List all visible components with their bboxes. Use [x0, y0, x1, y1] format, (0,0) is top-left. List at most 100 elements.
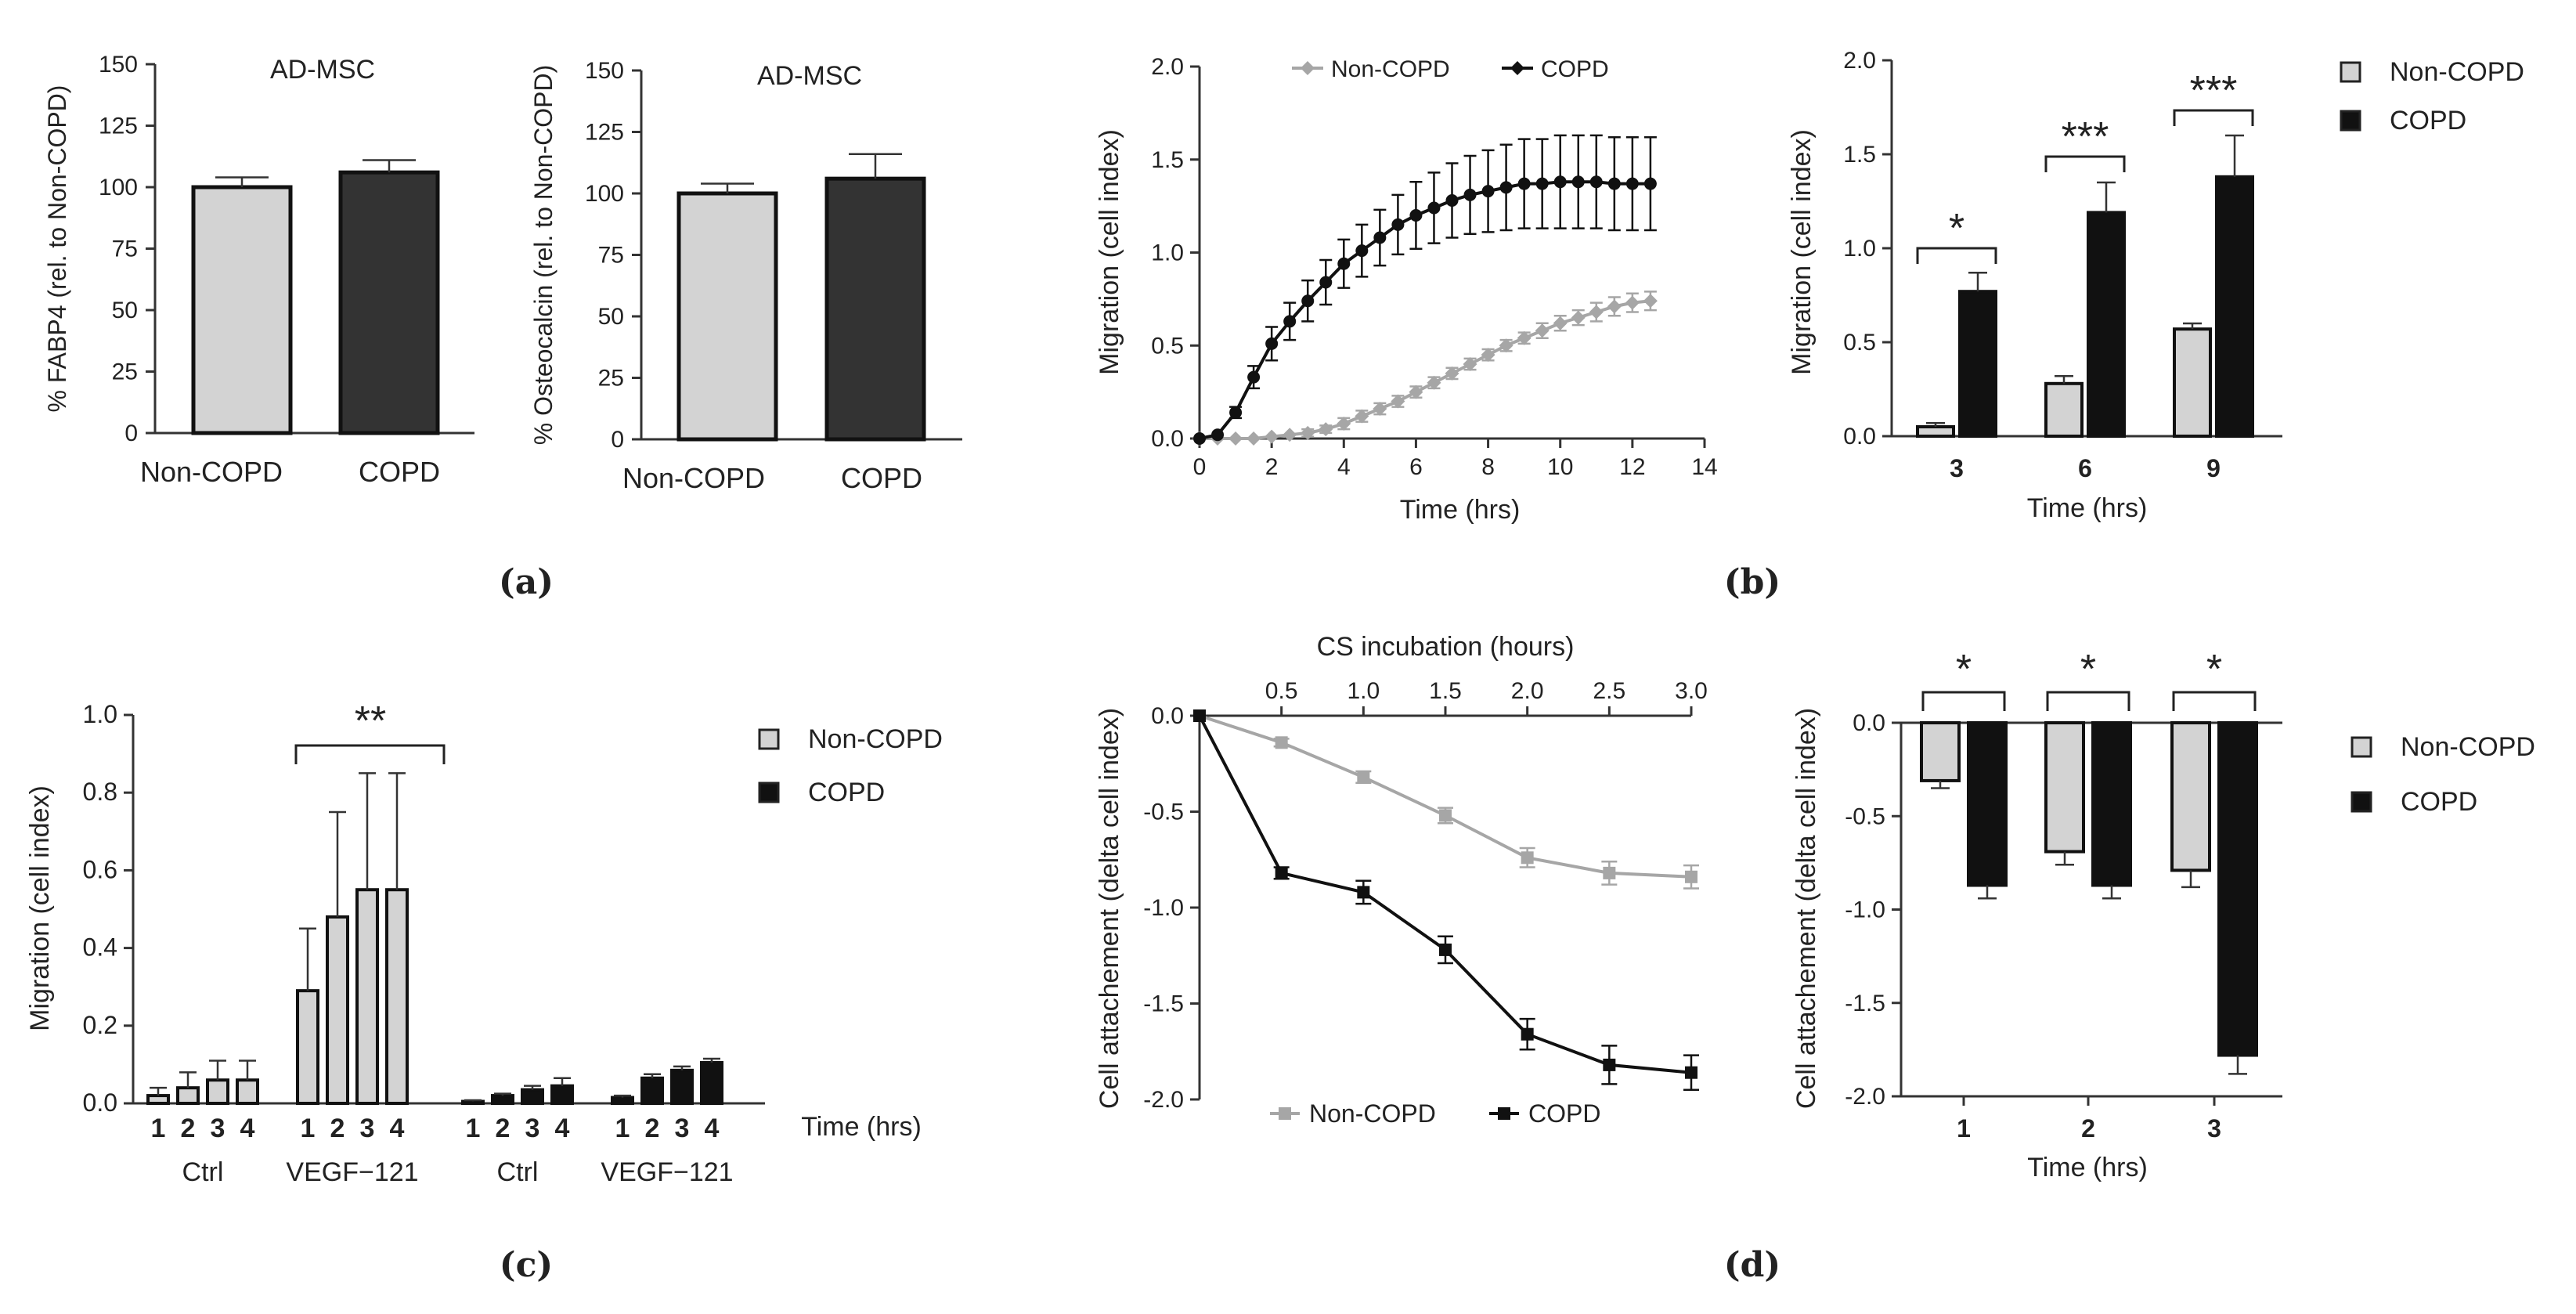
- migration-bars-legend-0-label: Non-COPD: [2390, 57, 2524, 87]
- osteocalcin-bar: [676, 191, 778, 442]
- osteocalcin-y-tick-label: 25: [598, 366, 624, 392]
- cs-attachment-curve-y-tick-label: 0.0: [1151, 703, 1184, 729]
- vegf-migration-bar: [176, 1086, 200, 1106]
- migration-curve-x-tick-label: 8: [1481, 454, 1495, 480]
- cs-attachment-curve-y-label: Cell attachement (delta cell index): [1095, 708, 1124, 1109]
- cs-attachment-curve-legend-marker-0: [1279, 1107, 1291, 1120]
- vegf-migration-significance-bracket: [294, 744, 446, 764]
- vegf-migration-y-tick-label: 0.8: [83, 778, 117, 806]
- cs-attachment-bars-x-tick-label: 2: [2081, 1114, 2095, 1143]
- vegf-migration-group-label: VEGF−121: [286, 1157, 418, 1187]
- chart-fabp4: 0 25 50 75 100 125 150 % FABP4 (rel. to Non-COP…: [43, 52, 474, 488]
- cs-attachment-curve-x-tick-label: 1.0: [1347, 678, 1380, 704]
- chart-vegf-migration: 0.0 0.2 0.4 0.6 0.8 1.0 Migration (cell index)…: [25, 699, 943, 1187]
- migration-bars-bar: [2087, 211, 2126, 438]
- cs-attachment-curve-legend-marker-1: [1498, 1107, 1510, 1120]
- vegf-migration-bar-label: 3: [675, 1114, 690, 1143]
- migration-curve-x-tick-label: 2: [1265, 454, 1279, 480]
- migration-curve-point: [1193, 432, 1206, 445]
- migration-curve-point: [1319, 276, 1333, 289]
- cs-attachment-bars-bar: [2170, 721, 2211, 872]
- fabp4-y-tick-label: 0: [124, 421, 138, 446]
- osteocalcin-y-tick-label: 150: [585, 58, 624, 84]
- fabp4-title: AD-MSC: [270, 55, 375, 85]
- migration-curve-legend-label-0: Non-COPD: [1331, 56, 1450, 82]
- migration-bars-legend-0-swatch: [2340, 61, 2361, 83]
- chart-cs-attachment-curve: 0.0 -0.5 -1.0 -1.5 -2.0 0.5 1.0 1.5 2.0 2.5 3.0 CS …: [1095, 632, 1708, 1128]
- cs-attachment-curve-y-tick-label: -2.0: [1143, 1087, 1184, 1113]
- migration-curve-point: [1301, 425, 1315, 440]
- vegf-migration-bar-label: 2: [330, 1114, 345, 1143]
- cs-attachment-bars-significance-label: *: [1956, 647, 1972, 692]
- migration-curve-x-tick-label: 14: [1691, 454, 1717, 480]
- vegf-migration-bar: [700, 1060, 723, 1106]
- migration-bars-significance-label: *: [1949, 206, 1964, 251]
- fabp4-y-tick-label: 50: [112, 298, 138, 323]
- migration-curve-legend-marker-1: [1510, 61, 1524, 75]
- vegf-migration-x-label: Time (hrs): [801, 1112, 922, 1142]
- cs-attachment-curve-legend-label-0: Non-COPD: [1309, 1099, 1436, 1128]
- cs-attachment-bars-legend-1-swatch: [2351, 791, 2372, 813]
- migration-curve-point: [1571, 175, 1585, 189]
- migration-bars-significance-bracket: [2044, 155, 2126, 172]
- vegf-migration-group-label: Ctrl: [497, 1157, 539, 1187]
- panel-label-a: (a): [499, 562, 554, 602]
- vegf-migration-bar: [491, 1094, 514, 1105]
- osteocalcin-x-tick-label: COPD: [841, 462, 922, 494]
- cs-attachment-bars-significance-bracket: [2172, 691, 2257, 711]
- cs-attachment-curve-x-tick-label: 2.5: [1593, 678, 1625, 704]
- vegf-migration-bar-label: 2: [496, 1114, 511, 1143]
- migration-curve-y-tick-label: 0.5: [1151, 333, 1184, 359]
- migration-bars-significance-bracket: [1916, 247, 1997, 264]
- chart-osteocalcin: 0 25 50 75 100 125 150 % Osteocalcin (rel. to N…: [529, 58, 962, 494]
- migration-bars-y-tick-label: 2.0: [1843, 48, 1876, 74]
- vegf-migration-bar: [326, 915, 349, 1106]
- migration-curve-point: [1337, 257, 1351, 270]
- cs-attachment-curve-point: [1439, 943, 1452, 956]
- vegf-migration-y-label: Migration (cell index): [25, 785, 55, 1031]
- vegf-migration-bar-label: 1: [615, 1114, 630, 1143]
- migration-curve-y-tick-label: 2.0: [1151, 54, 1184, 80]
- vegf-migration-legend-1-swatch: [758, 782, 780, 803]
- migration-curve-legend-marker-0: [1301, 61, 1315, 75]
- migration-bars-legend-1-swatch: [2340, 110, 2361, 132]
- migration-bars-y-label: Migration (cell index): [1787, 129, 1817, 375]
- vegf-migration-bar: [611, 1096, 634, 1106]
- migration-curve-point: [1535, 177, 1549, 190]
- migration-curve-point: [1463, 188, 1477, 201]
- fabp4-y-tick-label: 150: [99, 52, 138, 78]
- migration-curve-y-tick-label: 1.0: [1151, 240, 1184, 266]
- migration-curve-point: [1337, 417, 1351, 431]
- cs-attachment-bars-significance-bracket: [1921, 691, 2006, 711]
- cs-attachment-bars-legend-0-label: Non-COPD: [2401, 732, 2535, 762]
- cs-attachment-bars-significance-label: *: [2080, 647, 2096, 692]
- vegf-migration-bar-label: 4: [240, 1114, 255, 1143]
- migration-bars-bar: [1916, 425, 1955, 438]
- panel-label-d: (d): [1724, 1245, 1780, 1285]
- migration-curve-point: [1625, 177, 1639, 190]
- cs-attachment-curve-point: [1521, 851, 1534, 865]
- migration-curve-point: [1643, 177, 1657, 190]
- vegf-migration-bar-label: 1: [151, 1114, 166, 1143]
- cs-attachment-bars-x-tick-label: 1: [1957, 1114, 1971, 1143]
- cs-attachment-bars-significance-label: *: [2206, 647, 2222, 692]
- migration-curve-point: [1283, 428, 1297, 442]
- osteocalcin-y-tick-label: 50: [598, 304, 624, 330]
- migration-curve-point: [1499, 338, 1513, 353]
- migration-curve-legend-label-1: COPD: [1541, 56, 1609, 82]
- migration-bars-y-tick-label: 0.5: [1843, 330, 1876, 356]
- cs-attachment-curve-x-tick-label: 3.0: [1675, 678, 1708, 704]
- migration-curve-point: [1229, 406, 1243, 419]
- migration-curve-point: [1445, 366, 1459, 381]
- vegf-migration-bar: [461, 1099, 485, 1106]
- fabp4-y-tick-label: 75: [112, 236, 138, 262]
- migration-curve-point: [1553, 316, 1568, 330]
- cs-attachment-bars-y-tick-label: -2.0: [1845, 1084, 1885, 1110]
- cs-attachment-curve-point: [1521, 1027, 1534, 1041]
- fabp4-y-tick-label: 100: [99, 175, 138, 200]
- cs-attachment-bars-bar: [1967, 721, 2008, 887]
- cs-attachment-curve-point: [1603, 866, 1616, 879]
- fabp4-x-tick-label: Non-COPD: [140, 456, 283, 488]
- migration-curve-point: [1517, 177, 1531, 190]
